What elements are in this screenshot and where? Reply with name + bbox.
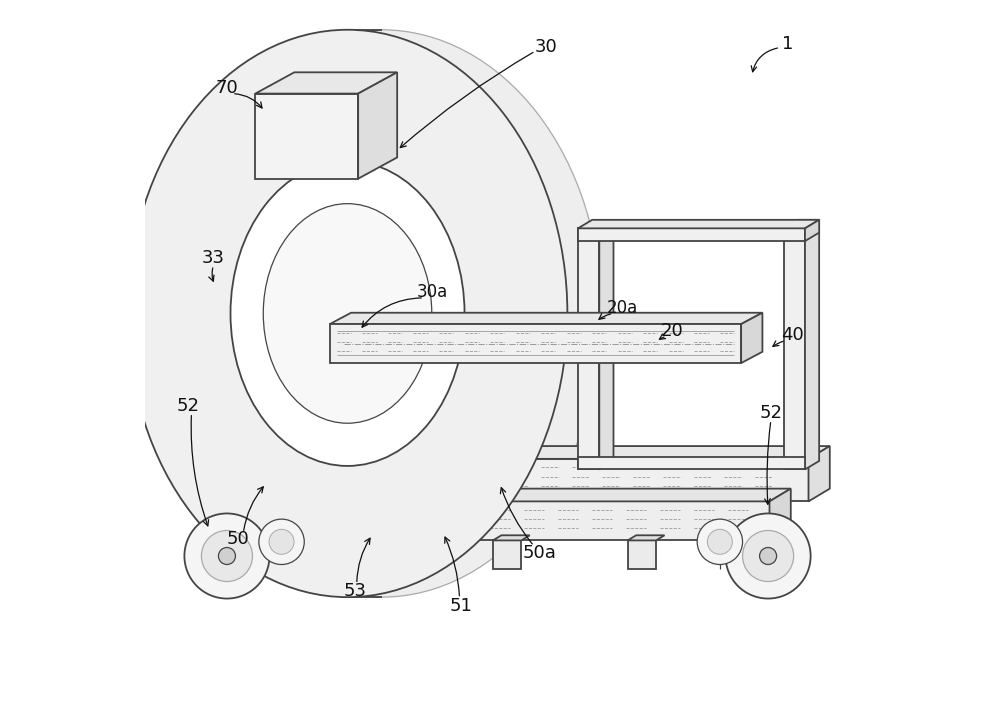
Text: 50: 50 [226, 530, 249, 548]
Polygon shape [628, 535, 665, 540]
Ellipse shape [201, 530, 252, 582]
Polygon shape [741, 313, 762, 363]
Polygon shape [784, 220, 819, 229]
Text: 33: 33 [201, 249, 224, 267]
Polygon shape [191, 446, 830, 459]
Polygon shape [493, 540, 521, 569]
Polygon shape [206, 459, 429, 501]
Polygon shape [355, 535, 391, 540]
Polygon shape [578, 229, 805, 241]
Polygon shape [255, 535, 292, 540]
Polygon shape [241, 501, 770, 540]
Polygon shape [255, 540, 284, 569]
Polygon shape [255, 73, 397, 93]
Text: 70: 70 [216, 79, 238, 97]
Polygon shape [784, 229, 805, 469]
Ellipse shape [337, 189, 529, 439]
Text: 52: 52 [759, 404, 782, 422]
Polygon shape [358, 73, 397, 179]
Ellipse shape [259, 519, 304, 565]
Ellipse shape [760, 548, 777, 565]
Polygon shape [578, 229, 599, 469]
Polygon shape [330, 324, 741, 363]
Polygon shape [805, 220, 819, 469]
Ellipse shape [263, 204, 432, 423]
Text: 40: 40 [781, 325, 804, 344]
Polygon shape [805, 220, 819, 241]
Text: 20a: 20a [606, 299, 638, 317]
Ellipse shape [707, 529, 732, 555]
Text: 30a: 30a [417, 283, 448, 301]
Ellipse shape [128, 30, 567, 597]
Text: 52: 52 [176, 397, 199, 414]
Ellipse shape [726, 513, 811, 599]
Polygon shape [809, 446, 830, 501]
Ellipse shape [265, 161, 499, 466]
Text: 1: 1 [782, 35, 793, 53]
Polygon shape [628, 540, 656, 569]
Polygon shape [578, 220, 819, 229]
Text: 30: 30 [535, 38, 557, 56]
Ellipse shape [697, 519, 743, 565]
Polygon shape [578, 456, 805, 469]
Polygon shape [191, 274, 238, 459]
Ellipse shape [743, 530, 794, 582]
Polygon shape [330, 313, 762, 324]
Text: 50a: 50a [522, 544, 556, 562]
Ellipse shape [184, 513, 270, 599]
Ellipse shape [162, 30, 601, 597]
Polygon shape [770, 488, 791, 540]
Polygon shape [355, 540, 383, 569]
Polygon shape [255, 93, 358, 179]
Polygon shape [493, 535, 530, 540]
Polygon shape [191, 459, 809, 501]
Text: 20: 20 [660, 322, 683, 340]
Polygon shape [206, 446, 450, 459]
Polygon shape [599, 220, 613, 469]
Polygon shape [241, 488, 791, 501]
Ellipse shape [269, 529, 294, 555]
Text: 53: 53 [343, 582, 366, 600]
Text: 51: 51 [450, 597, 472, 614]
Ellipse shape [230, 161, 465, 466]
Ellipse shape [218, 548, 235, 565]
